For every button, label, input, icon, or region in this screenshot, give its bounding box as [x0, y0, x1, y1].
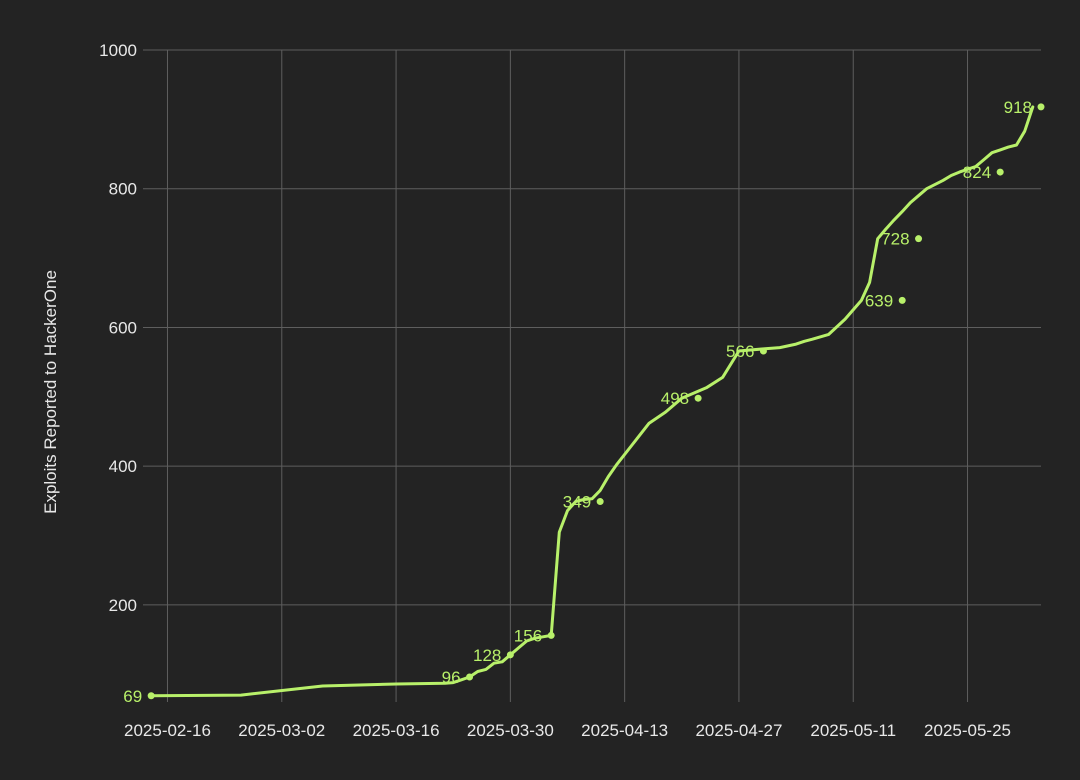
x-tick-label: 2025-05-25: [924, 721, 1011, 740]
x-tick-label: 2025-03-30: [467, 721, 554, 740]
x-tick-label: 2025-03-02: [238, 721, 325, 740]
x-axis-ticks: 2025-02-16 2025-03-02 2025-03-16 2025-03-30…: [124, 721, 1011, 740]
point-markers: [147, 103, 1045, 700]
x-tick-label: 2025-02-16: [124, 721, 211, 740]
x-tick-label: 2025-03-16: [353, 721, 440, 740]
data-label: 918: [1004, 98, 1032, 117]
data-label: 349: [563, 493, 591, 512]
point-labels: 69 96 128 156 349 498 566 639 728 824 918: [123, 98, 1032, 706]
data-point: [898, 296, 906, 304]
data-point: [506, 651, 514, 659]
data-point: [466, 673, 474, 681]
data-point: [915, 235, 923, 243]
data-label: 566: [726, 342, 754, 361]
y-axis-ticks: 200 400 600 800 1000: [99, 41, 137, 615]
data-label: 639: [865, 291, 893, 310]
data-point: [996, 168, 1004, 176]
y-tick-label: 200: [109, 596, 137, 615]
y-tick-label: 1000: [99, 41, 137, 60]
y-axis-label: Exploits Reported to HackerOne: [41, 270, 60, 514]
data-point: [547, 631, 555, 639]
data-label: 156: [514, 626, 542, 645]
data-label: 69: [123, 687, 142, 706]
data-label: 96: [442, 668, 461, 687]
y-tick-label: 400: [109, 457, 137, 476]
series-line: [149, 105, 1035, 698]
data-label: 128: [473, 646, 501, 665]
data-point: [694, 394, 702, 402]
x-tick-label: 2025-05-11: [810, 721, 896, 740]
data-label: 824: [963, 163, 991, 182]
data-label: 498: [661, 389, 689, 408]
data-point: [1037, 103, 1045, 111]
data-point: [596, 498, 604, 506]
x-tick-label: 2025-04-27: [695, 721, 782, 740]
data-point: [147, 692, 155, 700]
y-tick-label: 600: [109, 318, 137, 337]
data-label: 728: [881, 230, 909, 249]
data-point: [759, 347, 767, 355]
y-tick-label: 800: [109, 180, 137, 199]
x-tick-label: 2025-04-13: [581, 721, 668, 740]
series-group: [149, 105, 1035, 698]
grid: [143, 49, 1041, 702]
